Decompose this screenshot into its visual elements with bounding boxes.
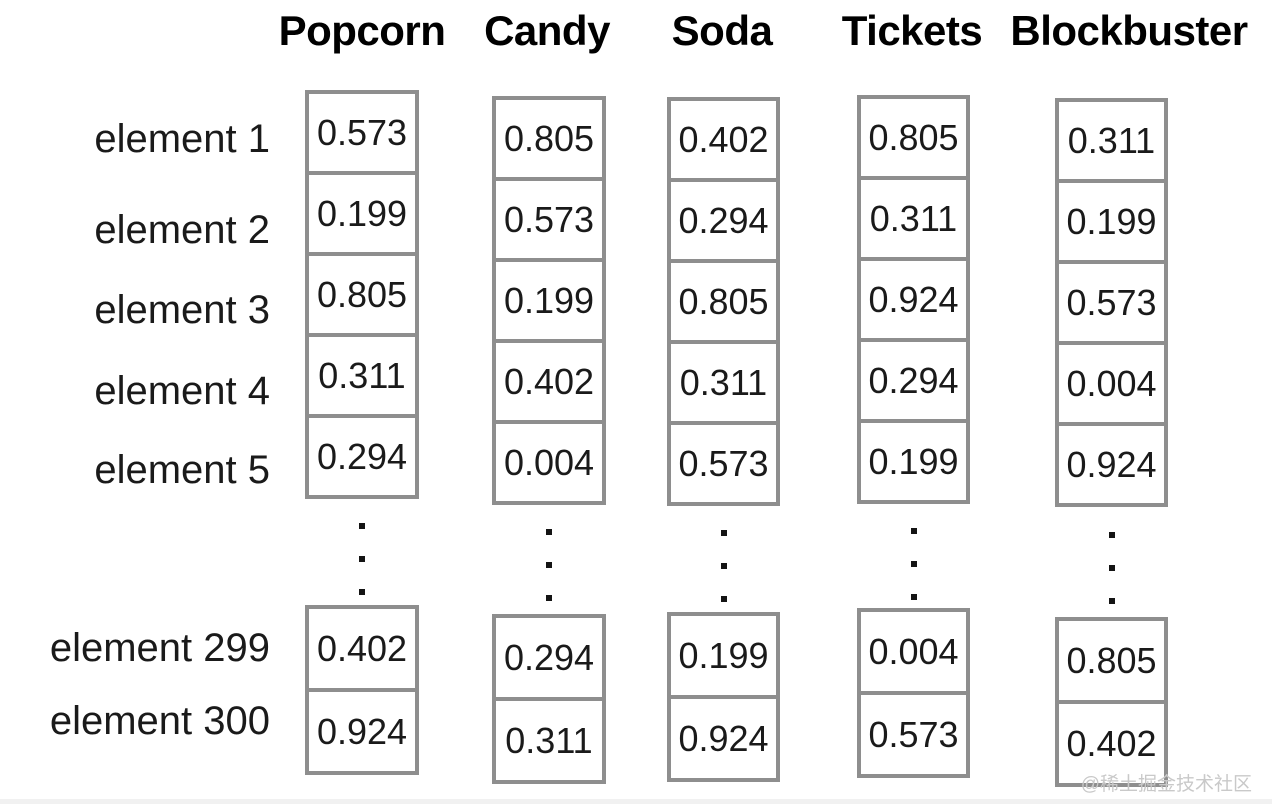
value-cell: 0.004 [857, 608, 970, 695]
value-cell: 0.294 [857, 338, 970, 423]
dot [910, 594, 917, 600]
column-header-blockbuster: Blockbuster [1010, 7, 1248, 54]
dot [720, 596, 727, 602]
value-cell: 0.311 [492, 697, 606, 784]
value-cell: 0.311 [1055, 98, 1168, 183]
row-label-element-1: element 1 [94, 117, 270, 161]
vector-bottom-candy: 0.294 0.311 [492, 614, 606, 784]
value-cell: 0.805 [305, 252, 419, 337]
vector-top-blockbuster: 0.311 0.199 0.573 0.004 0.924 [1055, 98, 1168, 507]
value-cell: 0.402 [305, 605, 419, 692]
value-cell: 0.805 [857, 95, 970, 180]
vertical-ellipsis-icon [359, 523, 365, 595]
value-cell: 0.294 [667, 178, 780, 263]
dot [1108, 532, 1115, 538]
value-cell: 0.805 [1055, 617, 1168, 704]
vector-top-candy: 0.805 0.573 0.199 0.402 0.004 [492, 96, 606, 505]
value-cell: 0.199 [667, 612, 780, 699]
row-label-element-4: element 4 [94, 369, 270, 413]
value-cell: 0.924 [1055, 422, 1168, 507]
value-cell: 0.805 [492, 96, 606, 181]
value-cell: 0.294 [305, 414, 419, 499]
dot [546, 595, 552, 601]
watermark: @稀土掘金技术社区 [1080, 774, 1252, 795]
vector-bottom-popcorn: 0.402 0.924 [305, 605, 419, 775]
value-cell: 0.573 [667, 421, 780, 506]
column-header-soda: Soda [671, 7, 773, 54]
row-label-element-3: element 3 [94, 288, 270, 332]
column-soda: 0.402 0.294 0.805 0.311 0.573 0.199 0.92… [667, 0, 780, 804]
value-cell: 0.924 [305, 688, 419, 775]
dot [1108, 598, 1115, 604]
column-header-candy: Candy [484, 7, 610, 54]
value-cell: 0.573 [1055, 260, 1168, 345]
vertical-ellipsis-icon [720, 530, 727, 602]
dot [910, 561, 917, 567]
value-cell: 0.294 [492, 614, 606, 701]
dot [546, 562, 552, 568]
value-cell: 0.402 [1055, 700, 1168, 787]
vector-top-tickets: 0.805 0.311 0.924 0.294 0.199 [857, 95, 970, 504]
value-cell: 0.573 [305, 90, 419, 175]
dot [359, 523, 365, 529]
value-cell: 0.805 [667, 259, 780, 344]
column-candy: 0.805 0.573 0.199 0.402 0.004 0.294 0.31… [492, 0, 606, 804]
value-cell: 0.924 [857, 257, 970, 342]
dot [359, 589, 365, 595]
value-cell: 0.573 [857, 691, 970, 778]
row-label-element-2: element 2 [94, 208, 270, 252]
row-label-element-299: element 299 [49, 626, 270, 670]
vector-bottom-soda: 0.199 0.924 [667, 612, 780, 782]
value-cell: 0.573 [492, 177, 606, 262]
vector-bottom-blockbuster: 0.805 0.402 [1055, 617, 1168, 787]
dot [546, 529, 552, 535]
dot [720, 530, 727, 536]
column-header-popcorn: Popcorn [278, 7, 446, 54]
value-cell: 0.311 [305, 333, 419, 418]
value-cell: 0.311 [667, 340, 780, 425]
value-cell: 0.402 [492, 339, 606, 424]
column-tickets: 0.805 0.311 0.924 0.294 0.199 0.004 0.57… [857, 0, 970, 804]
vertical-ellipsis-icon [910, 528, 917, 600]
vertical-ellipsis-icon [1108, 532, 1115, 604]
column-header-tickets: Tickets [841, 7, 983, 54]
value-cell: 0.199 [492, 258, 606, 343]
vertical-ellipsis-icon [546, 529, 552, 601]
dot [720, 563, 727, 569]
value-cell: 0.199 [1055, 179, 1168, 264]
dot [359, 556, 365, 562]
value-cell: 0.199 [305, 171, 419, 256]
column-popcorn: 0.573 0.199 0.805 0.311 0.294 0.402 0.92… [305, 0, 419, 804]
value-cell: 0.311 [857, 176, 970, 261]
dot [910, 528, 917, 534]
row-label-element-300: element 300 [49, 699, 270, 743]
vector-top-popcorn: 0.573 0.199 0.805 0.311 0.294 [305, 90, 419, 499]
bottom-strip [0, 799, 1272, 804]
vector-top-soda: 0.402 0.294 0.805 0.311 0.573 [667, 97, 780, 506]
value-cell: 0.004 [1055, 341, 1168, 426]
row-label-element-5: element 5 [94, 448, 270, 492]
column-blockbuster: 0.311 0.199 0.573 0.004 0.924 0.805 0.40… [1055, 0, 1168, 804]
value-cell: 0.924 [667, 695, 780, 782]
dot [1108, 565, 1115, 571]
value-cell: 0.199 [857, 419, 970, 504]
value-cell: 0.004 [492, 420, 606, 505]
value-cell: 0.402 [667, 97, 780, 182]
vector-bottom-tickets: 0.004 0.573 [857, 608, 970, 778]
